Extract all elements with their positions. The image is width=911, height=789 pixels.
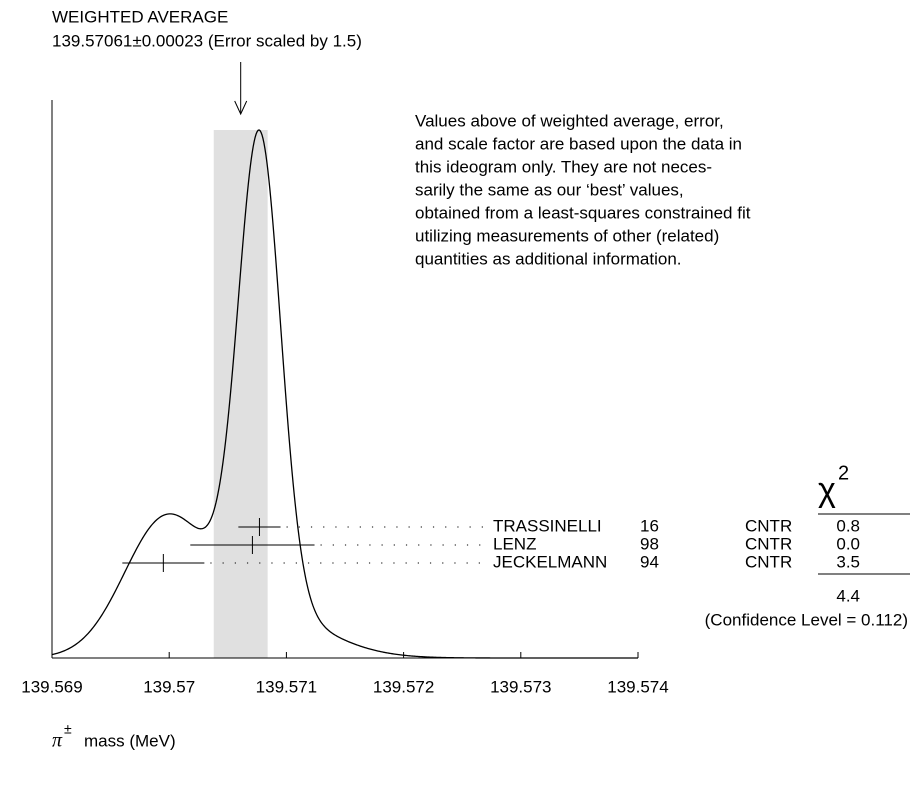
measurement-technique: CNTR	[745, 534, 792, 553]
measurement-chi2: 0.8	[836, 516, 860, 535]
x-tick-label: 139.572	[373, 677, 434, 696]
note-line: Values above of weighted average, error,	[415, 111, 724, 130]
measurement-technique: CNTR	[745, 516, 792, 535]
measurement-chi2: 0.0	[836, 534, 860, 553]
measurement-year: 16	[640, 516, 659, 535]
confidence-level: (Confidence Level = 0.112)	[705, 610, 908, 629]
note-line: quantities as additional information.	[415, 249, 682, 268]
x-label: mass (MeV)	[84, 731, 176, 750]
ideogram-curve	[51, 129, 638, 659]
measurement-name: JECKELMANN	[493, 552, 607, 571]
x-tick-label: 139.573	[490, 677, 551, 696]
average-band	[213, 130, 268, 658]
x-label-symbol: π	[52, 730, 63, 752]
measurement-year: 98	[640, 534, 659, 553]
measurement-technique: CNTR	[745, 552, 792, 571]
chi2-header: χ	[818, 471, 836, 509]
note-line: sarily the same as our ‘best’ values,	[415, 180, 684, 199]
chi2-total: 4.4	[836, 586, 860, 605]
note-line: this ideogram only. They are not neces-	[415, 157, 712, 176]
chart-title: WEIGHTED AVERAGE	[52, 7, 228, 26]
average-arrowhead	[234, 100, 248, 116]
measurement-chi2: 3.5	[836, 552, 860, 571]
note-line: obtained from a least-squares constraine…	[415, 203, 751, 222]
average-label: 139.57061±0.00023 (Error scaled by 1.5)	[52, 31, 362, 50]
x-label-sup: ±	[64, 721, 72, 737]
note-line: and scale factor are based upon the data…	[415, 134, 742, 153]
chi2-header-sup: 2	[838, 462, 849, 484]
x-tick-label: 139.569	[21, 677, 82, 696]
measurement-year: 94	[640, 552, 659, 571]
x-tick-label: 139.57	[143, 677, 195, 696]
note-line: utilizing measurements of other (related…	[415, 226, 719, 245]
x-tick-label: 139.574	[607, 677, 668, 696]
measurement-name: LENZ	[493, 534, 536, 553]
x-tick-label: 139.571	[256, 677, 317, 696]
measurement-name: TRASSINELLI	[493, 516, 602, 535]
